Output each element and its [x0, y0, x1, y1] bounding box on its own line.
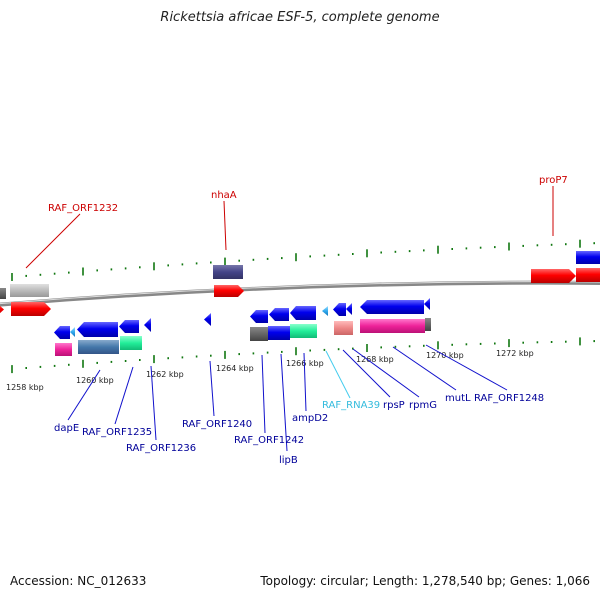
gene-feature[interactable] [290, 324, 317, 338]
gene-feature[interactable] [119, 320, 139, 333]
gene-label-lipb[interactable]: lipB [279, 455, 298, 466]
gene-label-raf-orf1232[interactable]: RAF_ORF1232 [48, 203, 118, 214]
scale-label-1268: 1268 kbp [356, 355, 394, 364]
gene-feature[interactable] [0, 288, 6, 299]
gene-feature[interactable] [424, 298, 430, 310]
gene-feature[interactable] [425, 318, 431, 331]
gene-label-raf-orf1240[interactable]: RAF_ORF1240 [182, 419, 252, 430]
gene-feature[interactable] [333, 303, 346, 316]
scale-label-1258: 1258 kbp [6, 383, 44, 392]
leader-line [425, 344, 508, 391]
genome-backbone [0, 280, 600, 307]
gene-feature[interactable] [290, 306, 316, 320]
outer-scale-ticks [11, 239, 596, 281]
length-label: Length: [372, 574, 419, 588]
gene-label-raf-rna39[interactable]: RAF_RNA39 [322, 400, 380, 411]
gene-label-dape[interactable]: dapE [54, 423, 79, 434]
gene-feature[interactable] [204, 313, 211, 326]
leader-line [67, 369, 101, 421]
scale-label-1272: 1272 kbp [496, 349, 534, 358]
scale-label-1260: 1260 kbp [76, 376, 114, 385]
leader-line [114, 366, 134, 425]
map-title: Rickettsia africae ESF-5, complete genom… [160, 10, 440, 25]
gene-feature[interactable] [250, 310, 268, 323]
leader-line [25, 213, 81, 269]
accession-value: NC_012633 [77, 574, 147, 588]
gene-feature[interactable] [269, 308, 289, 321]
gene-feature[interactable] [55, 343, 72, 356]
gene-feature[interactable] [77, 322, 118, 337]
gene-feature[interactable] [346, 303, 352, 315]
leader-line [209, 360, 215, 417]
leader-line [150, 365, 157, 441]
gene-label-raf-orf1242[interactable]: RAF_ORF1242 [234, 435, 304, 446]
gene-feature[interactable] [360, 319, 425, 333]
gene-feature[interactable] [78, 340, 119, 354]
gene-feature[interactable] [214, 285, 244, 297]
gene-feature[interactable] [531, 269, 576, 283]
gene-label-raf-orf1235[interactable]: RAF_ORF1235 [82, 427, 152, 438]
gene-label-prop7[interactable]: proP7 [539, 175, 568, 186]
accession-info: Accession: NC_012633 [10, 574, 146, 588]
gene-feature[interactable] [70, 327, 75, 337]
leader-line [392, 346, 457, 391]
topology-value: circular [320, 574, 365, 588]
gene-label-ampd2[interactable]: ampD2 [292, 413, 328, 424]
scale-label-1264: 1264 kbp [216, 364, 254, 373]
gene-label-nhaa[interactable]: nhaA [211, 190, 237, 201]
genes-value: 1,066 [555, 574, 590, 588]
accession-label: Accession: [10, 574, 74, 588]
gene-feature[interactable] [268, 326, 290, 340]
genome-stats: Topology: circular; Length: 1,278,540 bp… [260, 574, 590, 588]
leader-line [325, 350, 351, 399]
topology-label: Topology: [260, 574, 317, 588]
gene-feature[interactable] [360, 300, 424, 314]
gene-feature[interactable] [576, 251, 600, 264]
gene-feature[interactable] [322, 306, 328, 316]
gene-label-raf-orf1236[interactable]: RAF_ORF1236 [126, 443, 196, 454]
gene-feature[interactable] [576, 268, 600, 282]
gene-feature[interactable] [250, 327, 268, 341]
leader-line [280, 353, 288, 452]
scale-label-1262: 1262 kbp [146, 370, 184, 379]
gene-feature[interactable] [120, 336, 142, 350]
genes-label: Genes: [509, 574, 552, 588]
gene-label-rpmg[interactable]: rpmG [409, 400, 437, 411]
gene-feature[interactable] [144, 318, 151, 332]
leader-line [223, 200, 227, 251]
inner-scale-ticks [11, 337, 596, 374]
leader-line [352, 348, 420, 398]
genome-backbone-highlight [0, 281, 600, 305]
leader-line [261, 354, 266, 434]
length-value: 1,278,540 bp [421, 574, 502, 588]
gene-label-rpsp[interactable]: rpsP [383, 400, 405, 411]
gene-label-mutl[interactable]: mutL [445, 393, 471, 404]
gene-feature[interactable] [213, 265, 243, 279]
leader-line [303, 352, 307, 412]
gene-label-raf-orf1248[interactable]: RAF_ORF1248 [474, 393, 544, 404]
gene-feature[interactable] [0, 304, 4, 315]
gene-feature[interactable] [11, 302, 51, 316]
leader-line [342, 349, 391, 398]
gene-feature[interactable] [54, 326, 70, 339]
gene-feature[interactable] [334, 321, 353, 335]
gene-feature[interactable] [10, 284, 49, 297]
